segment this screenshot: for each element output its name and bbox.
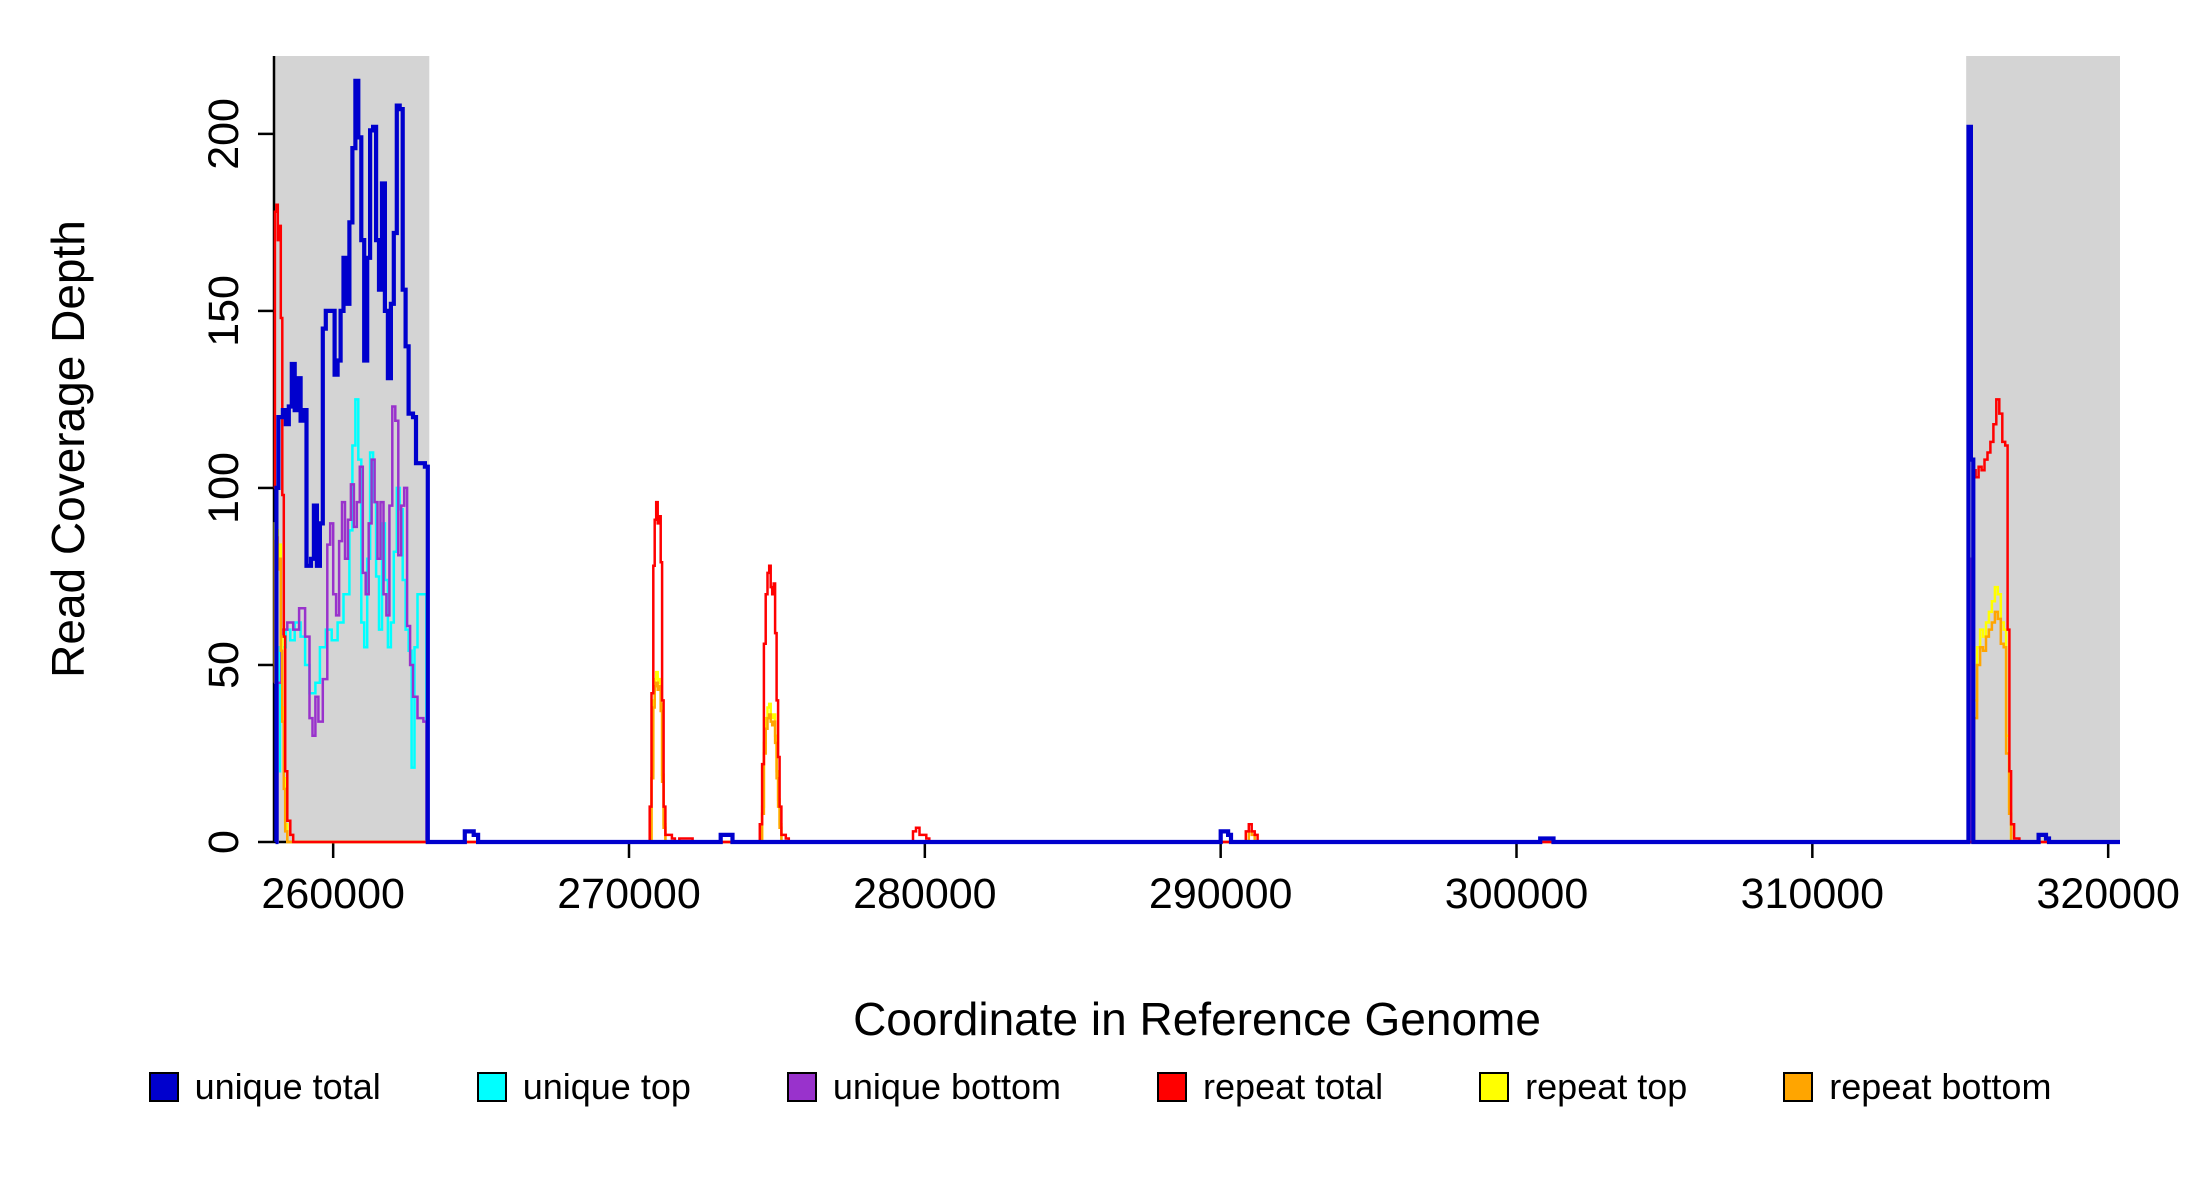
x-tick-label: 260000 — [261, 870, 405, 918]
legend-swatch-unique-top — [476, 1072, 507, 1102]
plot-layers: 260000 270000 280000 290000 300000 310000 3200… — [200, 56, 2180, 918]
y-tick-label: 200 — [200, 98, 248, 170]
y-tick-label: 0 — [200, 830, 248, 854]
legend-label: unique total — [194, 1066, 381, 1107]
shaded-region — [1966, 56, 2120, 842]
y-tick-label: 150 — [200, 275, 248, 347]
x-tick-label: 300000 — [1445, 870, 1589, 918]
series-line-repeat-total — [273, 203, 2120, 844]
legend: unique total unique top unique bottom repea… — [0, 1066, 2200, 1108]
y-tick-label: 100 — [200, 452, 248, 524]
x-tick-label: 320000 — [2036, 870, 2180, 918]
x-tick-label: 280000 — [853, 870, 997, 918]
x-axis-title: Coordinate in Reference Genome — [853, 993, 1541, 1045]
series-line-unique-bottom — [275, 405, 2120, 844]
legend-swatch-repeat-top — [1479, 1072, 1510, 1102]
legend-item-repeat-bottom: repeat bottom — [1783, 1066, 2051, 1108]
legend-item-unique-bottom: unique bottom — [786, 1066, 1062, 1108]
legend-item-unique-top: unique top — [476, 1066, 691, 1108]
legend-swatch-repeat-total — [1157, 1072, 1188, 1102]
series-line-repeat-top — [273, 522, 2120, 844]
series-line-unique-total — [274, 78, 2120, 845]
legend-swatch-unique-total — [148, 1072, 179, 1102]
y-tick-label: 50 — [200, 641, 248, 689]
legend-item-repeat-total: repeat total — [1157, 1066, 1383, 1108]
y-axis-title: Read Coverage Depth — [42, 220, 94, 678]
x-tick-label: 290000 — [1149, 870, 1293, 918]
legend-swatch-repeat-bottom — [1783, 1072, 1814, 1102]
legend-label: repeat total — [1203, 1066, 1384, 1107]
legend-label: repeat bottom — [1829, 1066, 2052, 1107]
legend-item-repeat-top: repeat top — [1479, 1066, 1687, 1108]
legend-swatch-unique-bottom — [786, 1072, 817, 1102]
legend-label: unique top — [522, 1066, 691, 1107]
legend-item-unique-total: unique total — [148, 1066, 381, 1108]
x-tick-label: 310000 — [1741, 870, 1885, 918]
legend-label: unique bottom — [832, 1066, 1062, 1107]
x-tick-label: 270000 — [557, 870, 701, 918]
series-line-repeat-bottom — [273, 536, 2120, 844]
coverage-plot: 260000 270000 280000 290000 300000 310000 3200… — [42, 56, 2180, 1045]
series-line-unique-top — [275, 398, 2120, 844]
legend-label: repeat top — [1525, 1066, 1688, 1107]
